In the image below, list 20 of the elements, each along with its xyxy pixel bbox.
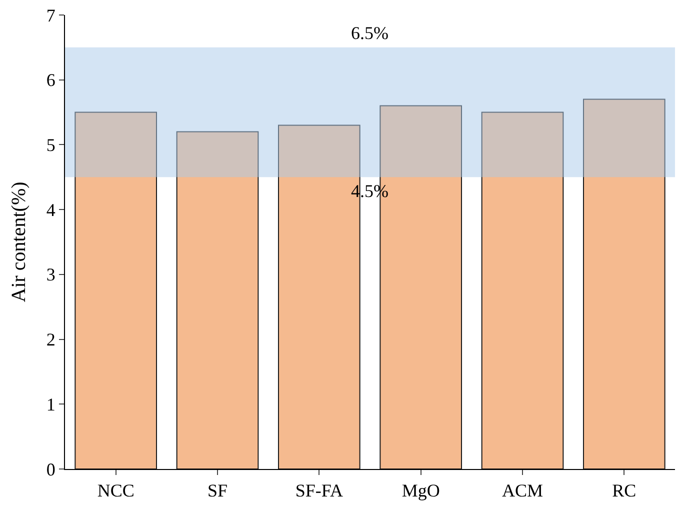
y-tick-label: 3 xyxy=(46,264,56,285)
x-tick-label: NCC xyxy=(97,480,134,501)
y-tick-label: 4 xyxy=(46,200,56,220)
bar xyxy=(583,98,666,469)
y-tick-label: 5 xyxy=(46,135,56,156)
x-tick-label: ACM xyxy=(502,480,544,501)
bar xyxy=(74,112,157,469)
bar xyxy=(176,131,259,469)
y-tick-label: 6 xyxy=(46,70,56,90)
y-axis-title: Air content(%) xyxy=(8,182,30,302)
x-tick-label: SF-FA xyxy=(295,480,344,501)
y-tick-label: 2 xyxy=(46,330,56,350)
bar xyxy=(481,112,564,469)
x-tick-label: RC xyxy=(612,480,636,501)
y-tick-label: 7 xyxy=(46,5,56,26)
y-tick-label: 0 xyxy=(46,459,56,480)
x-tick-label: MgO xyxy=(402,480,440,501)
annotation: 6.5% xyxy=(351,23,388,43)
x-tick-label: SF xyxy=(207,480,228,501)
y-tick-label: 1 xyxy=(46,394,56,414)
